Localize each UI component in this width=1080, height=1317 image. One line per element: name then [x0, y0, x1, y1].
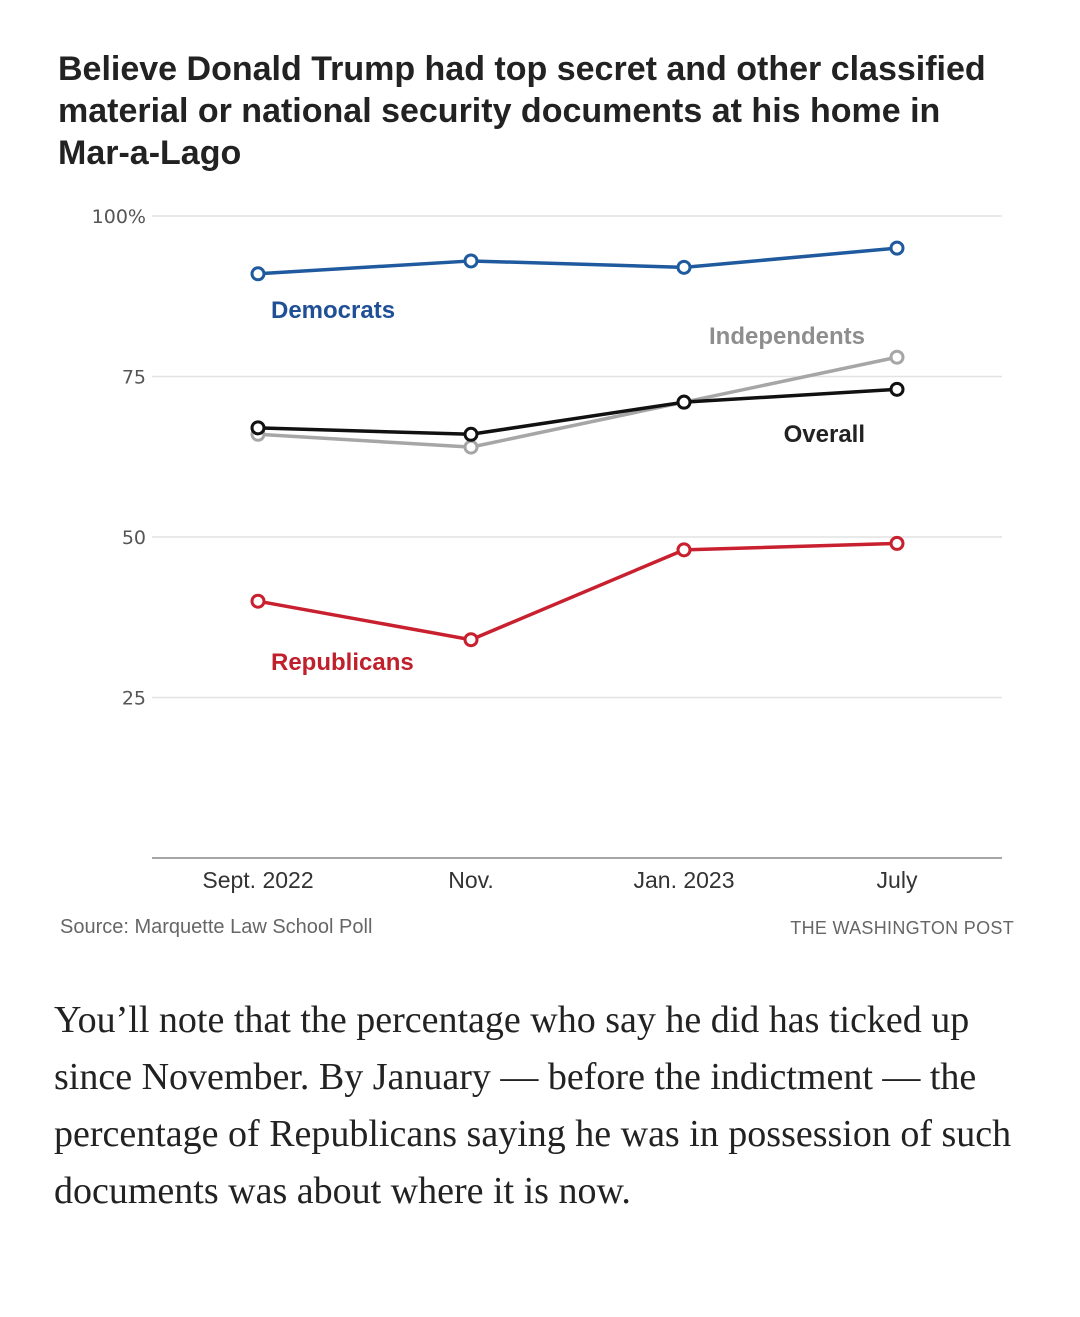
source-note: Source: Marquette Law School Poll — [60, 916, 373, 938]
series-label-democrats: Democrats — [271, 297, 395, 324]
title-part-3: at his home in Mar-a-Lago — [58, 92, 941, 172]
y-tick-label: 100% — [92, 206, 146, 228]
data-point — [889, 535, 905, 551]
y-tick-label: 75 — [122, 367, 146, 389]
series-line — [257, 355, 898, 449]
data-point — [463, 426, 479, 442]
data-point — [676, 394, 692, 410]
x-tick-label: July — [877, 867, 918, 893]
data-point — [463, 439, 479, 455]
series-democrats — [250, 240, 905, 282]
x-tick-label: Nov. — [448, 867, 494, 893]
data-point — [463, 253, 479, 269]
gridlines — [152, 215, 1002, 699]
data-point — [889, 240, 905, 256]
series-republicans — [250, 535, 905, 648]
data-point — [250, 420, 266, 436]
series-lines — [250, 240, 905, 648]
series-label-republicans: Republicans — [271, 649, 414, 676]
data-point — [676, 259, 692, 275]
x-axis-ticks: Sept. 2022 Nov. Jan. 2023 July — [202, 867, 918, 893]
data-point — [250, 266, 266, 282]
data-point — [463, 632, 479, 648]
series-line — [257, 387, 898, 437]
data-point — [676, 542, 692, 558]
line-chart: 100% 75 50 25 Sept. 2022 Nov. Jan. 2023 July D… — [92, 206, 1002, 893]
data-point — [889, 381, 905, 397]
article-paragraph: You’ll note that the percentage who say … — [54, 999, 1012, 1212]
title-part-2: had top secret and other classified mate… — [58, 50, 986, 130]
y-tick-label: 50 — [122, 527, 146, 549]
series-label-overall: Overall — [784, 421, 865, 448]
y-axis-ticks: 100% 75 50 25 — [92, 206, 146, 710]
series-overall — [250, 381, 905, 442]
chart-title: Believe Donald Trump had top secret and … — [58, 48, 1018, 174]
series-label-independents: Independents — [709, 323, 865, 350]
series-line — [257, 246, 898, 276]
x-tick-label: Jan. 2023 — [633, 867, 734, 893]
publisher-credit: THE WASHINGTON POST — [790, 918, 1014, 938]
y-tick-label: 25 — [122, 688, 146, 710]
title-part-1: Believe Donald Trump — [58, 50, 425, 88]
x-tick-label: Sept. 2022 — [202, 867, 313, 893]
series-labels: Democrats Independents Overall Republicans — [271, 297, 865, 676]
series-line — [257, 541, 898, 642]
data-point — [889, 349, 905, 365]
data-point — [250, 593, 266, 609]
